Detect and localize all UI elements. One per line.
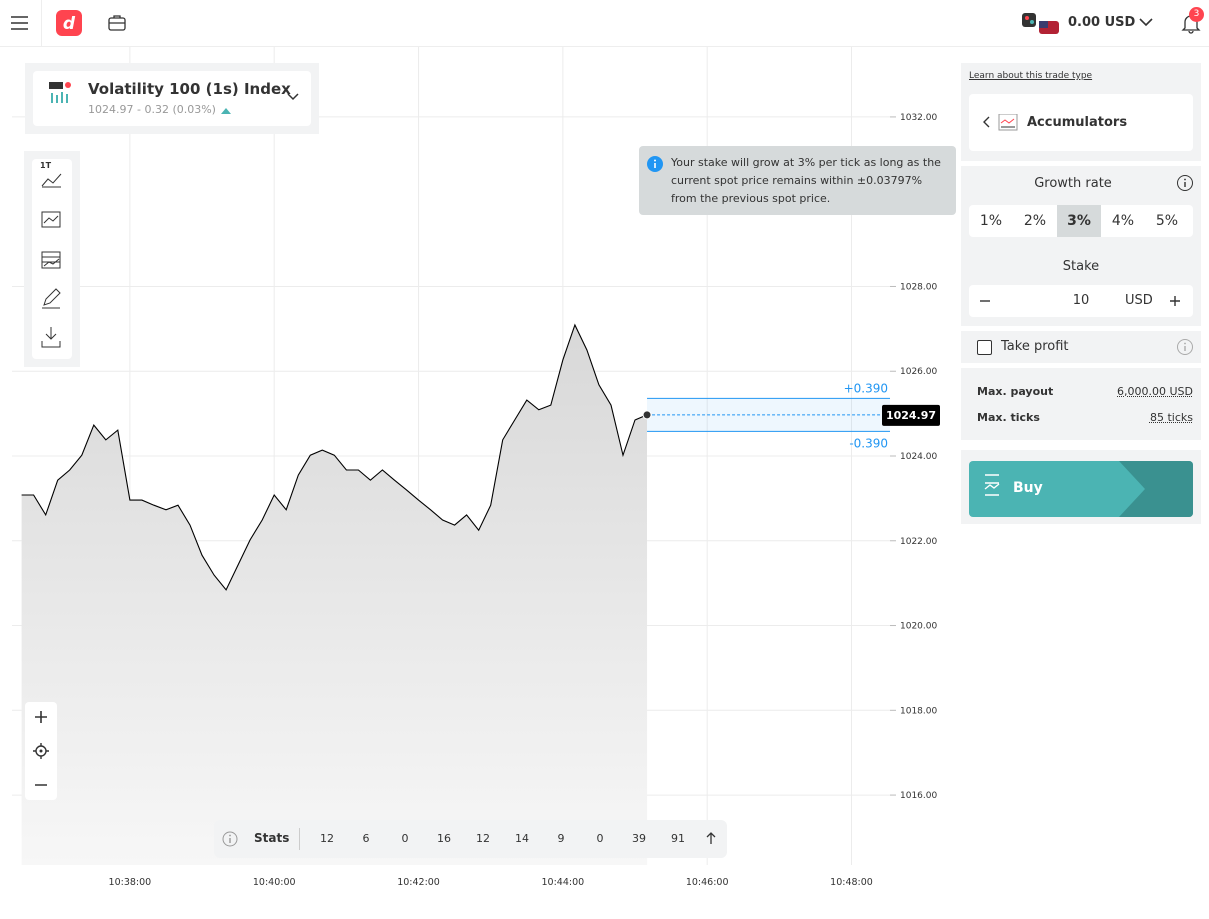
growth-option[interactable]: 1% [979, 213, 1003, 229]
x-tick-label: 10:44:00 [542, 877, 585, 888]
price-line [21, 323, 648, 591]
payout-label: Max. payout [977, 385, 1054, 398]
x-tick-label: 10:38:00 [109, 877, 152, 888]
take-profit[interactable]: Take profit [1001, 339, 1069, 354]
logo[interactable]: d [56, 10, 82, 36]
x-tick-label: 10:42:00 [397, 877, 440, 888]
toolbar: 1T [24, 151, 80, 367]
payout-box: Max. payout 6,000.00 USD Max. ticks 85 t… [961, 368, 1201, 440]
info-icon[interactable] [1176, 338, 1194, 356]
growth-options: 1% 2% 3% 4% 5% [969, 205, 1193, 237]
stat-value: 91 [671, 832, 685, 845]
checkbox[interactable] [977, 340, 992, 355]
ticks-value: 85 ticks [1149, 411, 1193, 424]
y-tick-label: 1032.00 [900, 113, 937, 123]
trade-type-card[interactable]: Accumulators [969, 94, 1193, 151]
plus-button[interactable] [1169, 295, 1181, 307]
stake-box: Stake 10 USD [961, 250, 1201, 326]
x-tick-label: 10:48:00 [830, 877, 873, 888]
y-tick-label: 1016.00 [900, 791, 937, 801]
header: d 0.00 USD 3 [0, 0, 1209, 47]
stats-title: Stats [254, 831, 290, 845]
minus-button[interactable] [979, 295, 991, 307]
area [21, 325, 648, 865]
stat-value: 16 [437, 832, 451, 845]
up-arrow [221, 108, 231, 114]
y-tick-label: 1026.00 [900, 367, 937, 377]
symbol-card[interactable]: Volatility 100 (1s) Index 1024.97 - 0.32… [33, 71, 311, 126]
barrier-label: +0.390 [844, 381, 888, 395]
balance[interactable]: 0.00 USD [1068, 15, 1136, 30]
buy-shape [984, 461, 1193, 517]
trade-type-icon [983, 114, 1018, 131]
growth-option[interactable]: 3% [1057, 205, 1101, 237]
symbol-icon [49, 82, 71, 103]
stats-bar: Stats 12 6 0 16 12 14 9 0 39 91 [214, 820, 727, 858]
stat-value: 9 [557, 832, 565, 845]
stat-value: 0 [596, 832, 604, 845]
toolbar-card: 1T [32, 159, 72, 359]
spot-dot [642, 410, 652, 420]
y-tick-label: 1024.00 [900, 452, 937, 462]
symbol-name: Volatility 100 (1s) Index [88, 80, 291, 98]
buy-button[interactable]: Buy [969, 461, 1193, 517]
barrier-label: -0.390 [849, 436, 888, 450]
spot-label: 1024.97 [886, 409, 936, 422]
info-icon [647, 156, 663, 172]
stat-value: 12 [476, 832, 490, 845]
spot-box [882, 404, 940, 426]
y-tick-label: 1022.00 [900, 537, 937, 547]
stat-value: 6 [362, 832, 370, 845]
trade-type: Accumulators [1027, 115, 1128, 130]
x-tick-label: 10:40:00 [253, 877, 296, 888]
toolbar-icons[interactable] [40, 169, 64, 359]
symbol-quote: 1024.97 - 0.32 (0.03%) [88, 103, 216, 116]
trade-panel: Learn about this trade type Accumulators… [961, 63, 1201, 524]
reports-icon[interactable] [108, 14, 126, 32]
stake-amount: 10 [1072, 293, 1090, 308]
buy-box: Buy [961, 450, 1201, 524]
tooltip: Your stake will grow at 3% per tick as l… [639, 146, 956, 215]
svg-text:d: d [63, 14, 76, 34]
tooltip-text: Your stake will grow at 3% per tick as l… [671, 156, 941, 205]
growth-option[interactable]: 5% [1155, 213, 1179, 229]
buy-label: Buy [1013, 480, 1043, 496]
account-icon[interactable] [1021, 12, 1061, 36]
growth-title: Growth rate [1034, 176, 1112, 191]
growth-option[interactable]: 4% [1111, 213, 1135, 229]
menu-icon[interactable] [10, 14, 30, 32]
zoom-controls [25, 702, 57, 800]
chevron[interactable] [1138, 16, 1154, 28]
y-tick-label: 1028.00 [900, 282, 937, 292]
ticks-label: Max. ticks [977, 411, 1040, 424]
take-profit-box: Take profit [961, 331, 1201, 363]
stake-input[interactable]: 10 USD [969, 285, 1193, 317]
chevron [287, 93, 299, 101]
notification-count: 3 [1189, 7, 1204, 22]
x-tick-label: 10:46:00 [686, 877, 729, 888]
growth-option[interactable]: 2% [1023, 213, 1047, 229]
trade-type-box: Learn about this trade type Accumulators [961, 63, 1201, 161]
stat-value: 0 [401, 832, 409, 845]
stake-currency: USD [1125, 293, 1153, 308]
symbol-box: Volatility 100 (1s) Index 1024.97 - 0.32… [25, 63, 319, 134]
chart: 10:38:00 10:40:00 10:42:00 10:44:00 10:46:00… [12, 47, 940, 888]
learn-link[interactable]: Learn about this trade type [969, 71, 1093, 81]
info-icon[interactable] [1176, 174, 1194, 192]
payout-value: 6,000.00 USD [1117, 385, 1193, 398]
stake-title: Stake [1062, 259, 1100, 274]
y-tick-label: 1018.00 [900, 706, 937, 716]
stat-value: 39 [632, 832, 646, 845]
collapse-icon[interactable] [705, 831, 717, 845]
stat-value: 14 [515, 832, 529, 845]
y-tick-label: 1020.00 [900, 622, 937, 632]
zoom-icons[interactable] [25, 702, 57, 800]
stat-value: 12 [320, 832, 334, 845]
info-icon[interactable] [222, 831, 238, 847]
interval[interactable]: 1T [40, 161, 52, 170]
